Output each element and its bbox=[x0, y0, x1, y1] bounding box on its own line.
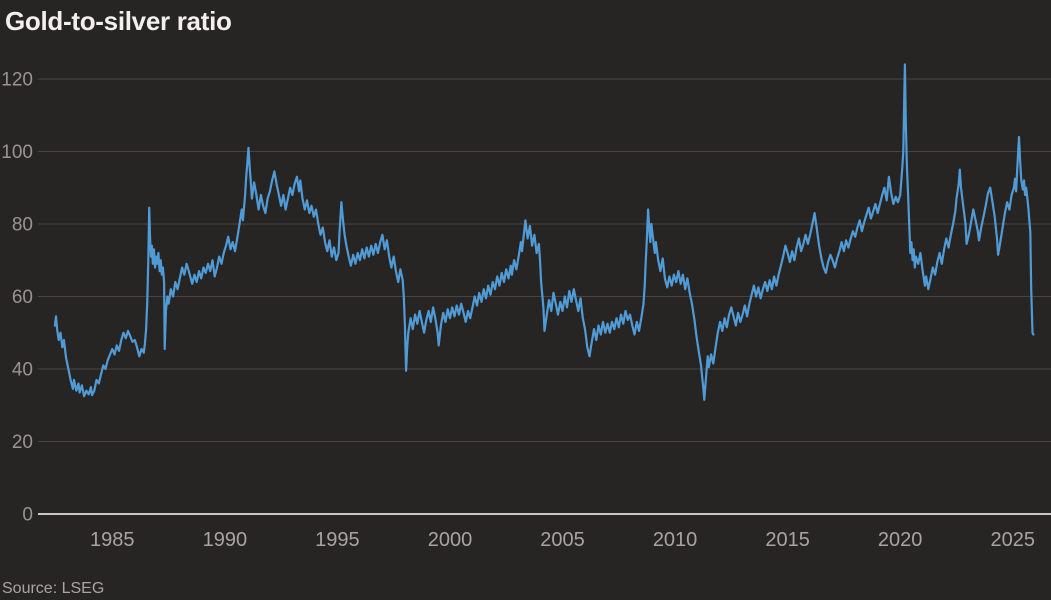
y-axis-tick-label: 20 bbox=[12, 432, 33, 453]
x-axis-tick-label: 2010 bbox=[653, 529, 698, 551]
y-axis-tick-label: 100 bbox=[1, 142, 33, 163]
x-axis-tick-label: 2000 bbox=[428, 529, 473, 551]
source-label: Source: LSEG bbox=[2, 580, 105, 597]
x-axis-tick-label: 1990 bbox=[203, 529, 248, 551]
x-axis-tick-label: 1995 bbox=[315, 529, 360, 551]
x-axis-tick-label: 2015 bbox=[765, 529, 810, 551]
y-axis-tick-label: 80 bbox=[12, 215, 33, 236]
x-axis-tick-label: 2005 bbox=[540, 529, 585, 551]
y-axis-tick-label: 40 bbox=[12, 360, 33, 381]
line-series bbox=[53, 63, 1035, 401]
y-axis-tick-label: 0 bbox=[22, 505, 33, 526]
x-axis-tick-label: 2025 bbox=[990, 529, 1035, 551]
chart-title: Gold-to-silver ratio bbox=[5, 6, 232, 36]
x-axis-tick-label: 2020 bbox=[878, 529, 923, 551]
y-axis-tick-label: 60 bbox=[12, 287, 33, 308]
y-axis-tick-label: 120 bbox=[1, 70, 33, 91]
x-axis-tick-label: 1985 bbox=[90, 529, 135, 551]
